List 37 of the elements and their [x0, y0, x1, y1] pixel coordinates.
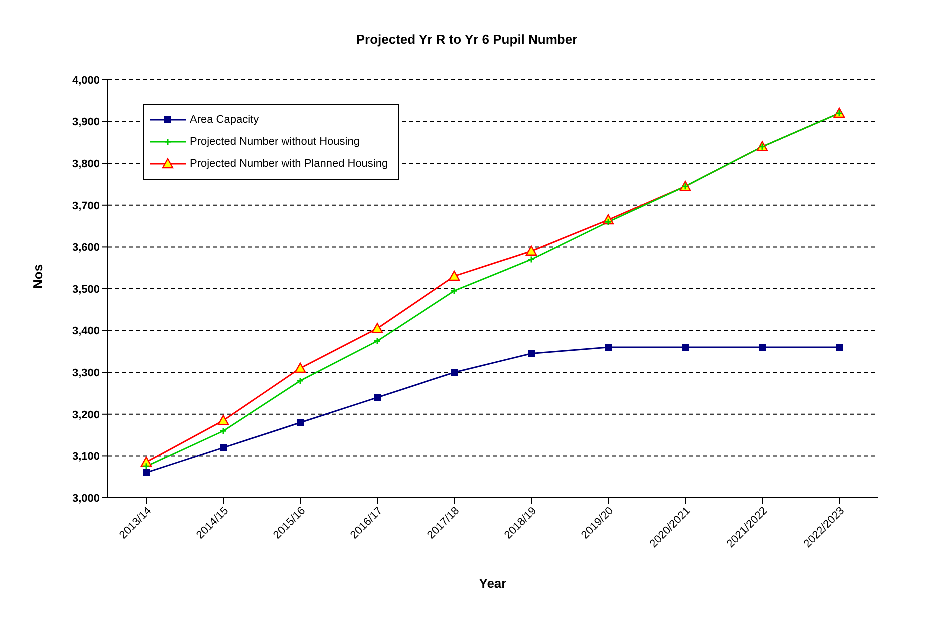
point	[451, 369, 458, 376]
y-tick-label: 3,600	[72, 242, 100, 254]
legend-label: Projected Number with Planned Housing	[190, 157, 388, 172]
point	[605, 344, 612, 352]
x-axis-title: Year	[479, 576, 507, 591]
point	[448, 270, 460, 282]
point	[374, 338, 382, 345]
point	[682, 344, 689, 352]
point	[836, 344, 843, 352]
y-tick-label: 3,800	[72, 158, 100, 171]
y-tick-label: 3,000	[72, 492, 100, 505]
point	[759, 344, 766, 352]
y-tick-label: 3,400	[72, 326, 100, 338]
point	[294, 362, 306, 374]
y-tick-label: 4,000	[72, 74, 100, 87]
point	[220, 444, 227, 452]
point	[450, 287, 458, 295]
point	[374, 394, 381, 402]
y-tick-label: 3,900	[72, 116, 100, 129]
point	[218, 415, 230, 426]
y-tick-label: 3,200	[72, 409, 100, 422]
y-tick-label: 3,100	[72, 451, 100, 464]
legend-label: Projected Number without Housing	[190, 135, 360, 150]
legend-label: Area Capacity	[190, 113, 260, 128]
y-axis-title: Nos	[30, 264, 46, 289]
y-tick-label: 3,500	[72, 284, 100, 296]
y-tick-label: 3,700	[72, 200, 100, 212]
point	[372, 323, 384, 334]
point	[296, 377, 304, 385]
point	[526, 246, 538, 256]
point	[297, 419, 304, 426]
point	[528, 256, 536, 264]
point	[220, 427, 228, 435]
chart-title: Projected Yr R to Yr 6 Pupil Number	[355, 32, 579, 47]
y-tick-label: 3,300	[72, 368, 100, 380]
point	[528, 350, 535, 358]
point	[143, 469, 150, 476]
